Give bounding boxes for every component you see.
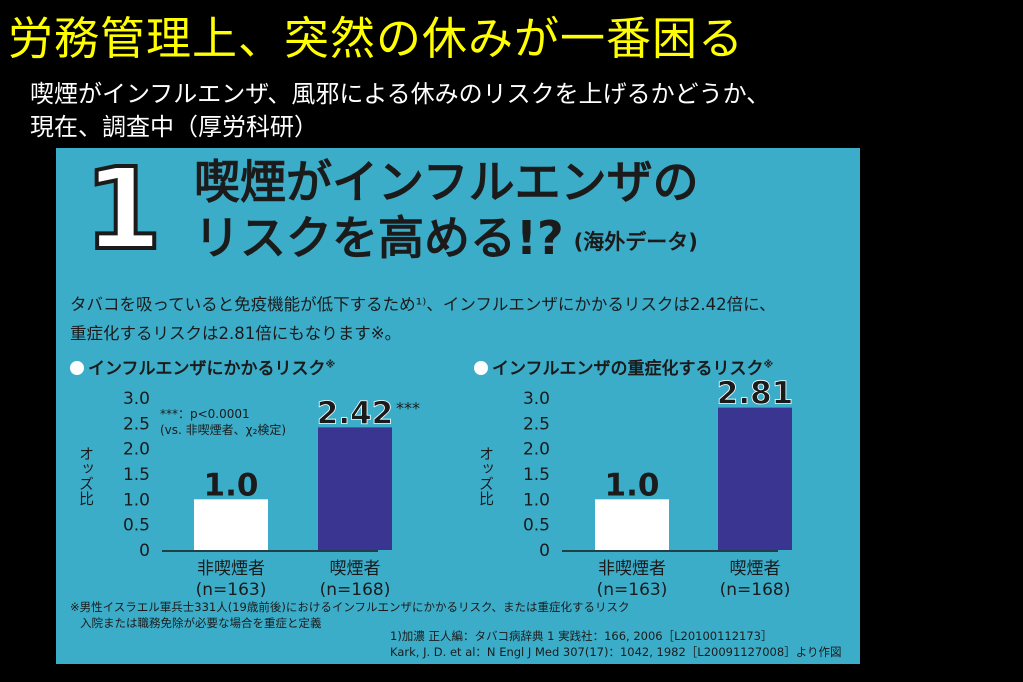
footnote-line-2: 入院または職務免除が必要な場合を重症と定義 xyxy=(80,616,322,630)
chart-1-ytick-label: 0 xyxy=(139,541,150,561)
panel-number: 1 xyxy=(82,148,164,275)
references: 1)加濃 正人編：タバコ病辞典 1 実践社：166, 2006［L2010011… xyxy=(390,628,841,660)
chart-2-category-label: 喫煙者 xyxy=(730,559,781,579)
chart-1-annotation: (vs. 非喫煙者、χ₂検定) xyxy=(160,422,286,437)
slide-subtitle-line-2: 現在、調査中（厚労科研） xyxy=(30,113,318,141)
chart-1-category-label: 喫煙者 xyxy=(330,559,381,579)
chart-2-ytick-label: 2.0 xyxy=(523,440,550,460)
footnote: ※男性イスラエル軍兵士331人(19歳前後)におけるインフルエンザにかかるリスク… xyxy=(70,599,629,631)
chart-1-ytick-label: 0.5 xyxy=(123,516,150,536)
slide-subtitle: 喫煙がインフルエンザ、風邪による休みのリスクを上げるかどうか、 現在、調査中（厚… xyxy=(30,78,770,144)
chart-1-heading: インフルエンザにかかるリスク※ xyxy=(70,354,335,379)
chart-2-value-label: 2.81 xyxy=(717,376,794,412)
chart-2-ylabel: オッズ比 xyxy=(477,446,495,506)
reference-line-2: Kark, J. D. et al：N Engl J Med 307(17)：1… xyxy=(390,645,842,659)
panel-title-line-1: 喫煙がインフルエンザの xyxy=(194,155,699,209)
chart-1-annotation: ***：p<0.0001 xyxy=(160,407,250,421)
chart-2-ytick-label: 3.0 xyxy=(523,389,550,409)
chart-1-ytick-label: 2.0 xyxy=(123,440,150,460)
panel-title: 喫煙がインフルエンザの リスクを高める!? (海外データ) xyxy=(194,154,699,270)
footnote-line-1: ※男性イスラエル軍兵士331人(19歳前後)におけるインフルエンザにかかるリスク… xyxy=(70,600,630,614)
chart-1-significance-mark: *** xyxy=(396,398,420,417)
chart-2-title-mark: ※ xyxy=(763,359,774,371)
chart-2-ytick-label: 0.5 xyxy=(523,516,550,536)
chart-1-category-label: 非喫煙者 xyxy=(197,559,265,579)
panel-description: タバコを吸っていると免疫機能が低下するため¹⁾、インフルエンザにかかるリスクは2… xyxy=(70,290,850,348)
chart-2-category-label: 非喫煙者 xyxy=(598,559,666,579)
chart-2-ytick-label: 1.5 xyxy=(523,465,550,485)
chart-1-ytick-label: 2.5 xyxy=(123,414,150,434)
slide-subtitle-line-1: 喫煙がインフルエンザ、風邪による休みのリスクを上げるかどうか、 xyxy=(30,80,771,108)
chart-1-title: インフルエンザにかかるリスク xyxy=(88,359,326,379)
description-line-1: タバコを吸っていると免疫機能が低下するため¹⁾、インフルエンザにかかるリスクは2… xyxy=(70,295,776,314)
chart-2-title: インフルエンザの重症化するリスク xyxy=(492,359,764,379)
chart-2-value-label: 1.0 xyxy=(605,467,660,503)
chart-1-ylabel: オッズ比 xyxy=(77,446,95,506)
description-line-2: 重症化するリスクは2.81倍にもなります※。 xyxy=(70,324,402,343)
chart-1-bar-smoker xyxy=(318,427,392,550)
panel-title-line-2: リスクを高める!? xyxy=(194,211,564,265)
reference-line-1: 1)加濃 正人編：タバコ病辞典 1 実践社：166, 2006［L2010011… xyxy=(390,629,773,643)
chart-1-category-sublabel: (n=168) xyxy=(320,580,391,600)
bullet-dot-icon xyxy=(474,361,488,375)
chart-2-category-sublabel: (n=168) xyxy=(720,580,791,600)
panel-title-note: (海外データ) xyxy=(573,229,698,254)
chart-1-category-sublabel: (n=163) xyxy=(196,580,267,600)
bullet-dot-icon xyxy=(70,361,84,375)
chart-1-bar-non-smoker xyxy=(194,499,268,550)
chart-2-heading: インフルエンザの重症化するリスク※ xyxy=(474,354,773,379)
infographic-panel: 1 喫煙がインフルエンザの リスクを高める!? (海外データ) タバコを吸っている… xyxy=(56,148,860,664)
chart-2-category-sublabel: (n=163) xyxy=(597,580,668,600)
chart-1-ytick-label: 1.5 xyxy=(123,465,150,485)
chart-2-ytick-label: 2.5 xyxy=(523,414,550,434)
chart-1-value-label: 1.0 xyxy=(204,467,259,503)
chart-1-ytick-label: 1.0 xyxy=(123,490,150,510)
chart-2-ytick-label: 0 xyxy=(539,541,550,561)
chart-2-bar-non-smoker xyxy=(595,499,669,550)
chart-1-value-label: 2.42 xyxy=(317,395,394,431)
slide-title: 労務管理上、突然の休みが一番困る xyxy=(8,12,745,65)
chart-1-title-mark: ※ xyxy=(325,359,336,371)
chart-2-ytick-label: 1.0 xyxy=(523,490,550,510)
chart-2-bar-smoker xyxy=(718,407,792,550)
chart-1-ytick-label: 3.0 xyxy=(123,389,150,409)
